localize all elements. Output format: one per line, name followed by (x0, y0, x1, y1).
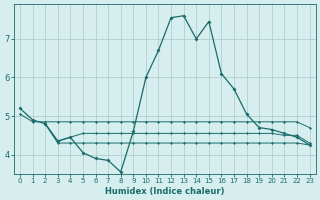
X-axis label: Humidex (Indice chaleur): Humidex (Indice chaleur) (105, 187, 225, 196)
